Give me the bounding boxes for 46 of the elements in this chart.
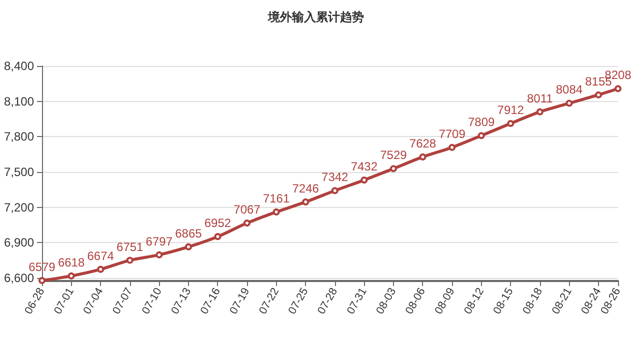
point	[614, 85, 622, 92]
point	[507, 120, 514, 127]
point	[184, 243, 192, 250]
point	[594, 91, 602, 98]
y-tick-label: 7,200	[4, 200, 34, 214]
data-label: 7709	[438, 126, 466, 141]
point	[302, 198, 310, 206]
data-label: 6674	[87, 248, 114, 263]
y-tick-label: 6,900	[4, 236, 34, 250]
y-tick-label: 6,600	[4, 271, 34, 286]
point	[68, 272, 75, 280]
y-tick-label: 7,500	[4, 165, 34, 180]
point	[448, 144, 456, 151]
point	[331, 187, 338, 194]
data-label: 7161	[262, 191, 290, 206]
point	[156, 251, 163, 258]
data-label: 7628	[409, 136, 436, 150]
point	[566, 100, 573, 107]
point	[360, 176, 368, 184]
y-tick-label: 8,100	[4, 94, 34, 108]
point	[419, 153, 426, 160]
data-label: 8084	[556, 82, 583, 97]
data-label: 7809	[468, 115, 495, 130]
data-label: 7246	[292, 181, 320, 196]
point	[214, 233, 222, 240]
point	[478, 132, 485, 140]
data-label: 7067	[234, 202, 261, 217]
point	[272, 208, 280, 216]
chart-title: 境外输入累计趋势	[267, 10, 364, 24]
data-label: 7342	[322, 170, 349, 184]
data-label: 6618	[58, 255, 85, 270]
data-label: 7529	[380, 148, 408, 162]
data-label: 6751	[116, 240, 144, 254]
data-label: 6865	[175, 226, 202, 240]
y-tick-label: 7,800	[4, 130, 34, 144]
data-label: 6797	[146, 234, 173, 248]
y-tick-label: 8,400	[4, 59, 34, 73]
data-label: 6952	[204, 216, 232, 230]
data-label: 7432	[350, 160, 378, 174]
point	[536, 108, 544, 116]
point	[244, 220, 251, 227]
point	[390, 165, 397, 172]
point	[126, 256, 134, 264]
data-label: 8011	[526, 91, 554, 106]
data-label: 7912	[497, 102, 524, 117]
point	[97, 266, 104, 273]
